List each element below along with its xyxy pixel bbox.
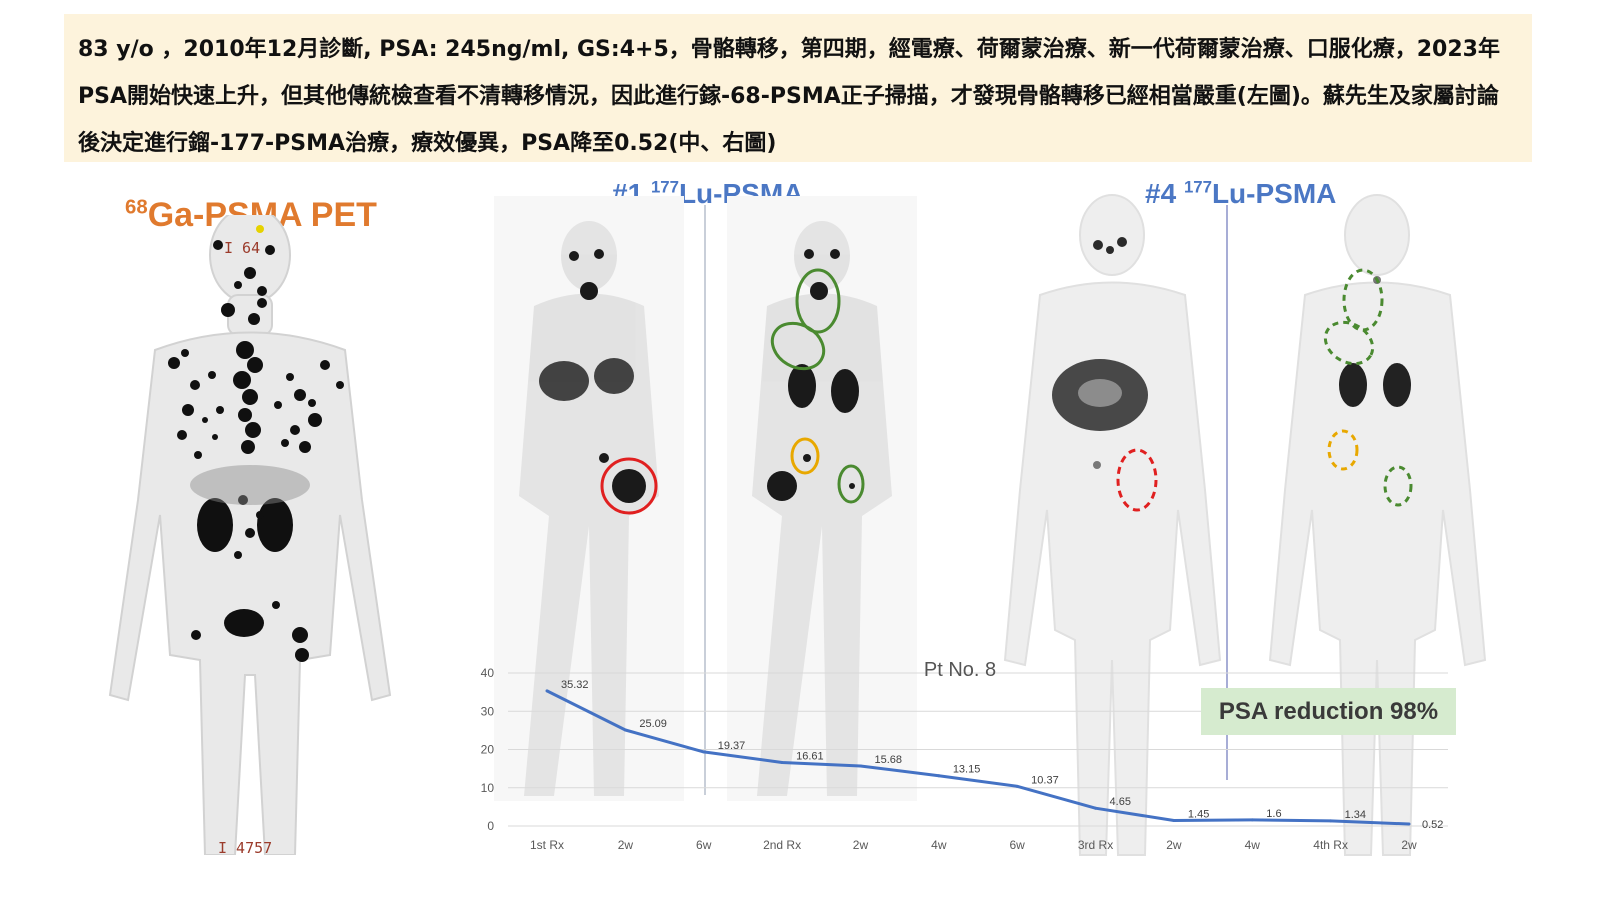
data-label: 16.61 xyxy=(796,750,824,762)
chart-title: Pt No. 8 xyxy=(924,659,996,681)
lu1-ant-red-circle xyxy=(600,457,658,515)
data-point xyxy=(1329,819,1333,823)
data-point xyxy=(1094,806,1098,810)
lu1-posterior-scan xyxy=(727,196,917,801)
x-tick-label: 2w xyxy=(1166,838,1182,852)
lu4-title-superscript: 177 xyxy=(1183,177,1212,197)
y-tick-label: 30 xyxy=(481,704,495,718)
y-tick-label: 20 xyxy=(481,743,495,757)
data-point xyxy=(937,774,941,778)
data-label: 4.65 xyxy=(1110,796,1131,808)
pet-scan-label-bottom: I 4757 xyxy=(218,839,272,855)
data-label: 1.6 xyxy=(1266,808,1281,820)
x-tick-label: 6w xyxy=(1010,838,1026,852)
lu1-post-yellow-circle xyxy=(790,437,820,475)
y-tick-label: 0 xyxy=(487,819,494,833)
y-tick-label: 10 xyxy=(481,781,495,795)
lu4-post-green-circle-1 xyxy=(1342,268,1384,332)
data-label: 1.34 xyxy=(1345,809,1366,821)
y-tick-label: 40 xyxy=(481,666,495,680)
pet-scan-label-top: I 64 xyxy=(224,239,260,257)
data-label: 13.15 xyxy=(953,764,981,776)
lu4-ant-red-circle xyxy=(1116,448,1158,512)
x-tick-label: 1st Rx xyxy=(530,838,564,852)
lu4-post-yellow-circle xyxy=(1327,429,1359,471)
data-label: 19.37 xyxy=(718,740,746,752)
data-label: 10.37 xyxy=(1031,774,1059,786)
lu4-title-label: Lu-PSMA xyxy=(1211,178,1337,209)
psa-data-points xyxy=(545,689,1411,826)
lu1-post-green-circle-2 xyxy=(770,321,826,371)
x-tick-label: 4w xyxy=(1245,838,1261,852)
lu4-post-green-circle-3 xyxy=(1383,465,1413,507)
data-point xyxy=(1015,784,1019,788)
lu4-title-prefix: #4 xyxy=(1145,178,1184,209)
lu4-posterior-scan xyxy=(1268,194,1487,856)
data-label: 25.09 xyxy=(639,718,667,730)
case-description: 83 y/o ，2010年12月診斷, PSA: 245ng/ml, GS:4+… xyxy=(78,37,1500,156)
x-tick-label: 3rd Rx xyxy=(1078,838,1113,852)
x-tick-label: 4th Rx xyxy=(1313,838,1348,852)
psa-line-chart: 0 10 20 30 40 1st Rx 2w 6w 2nd Rx 2w 4w 6w 3rd Rx 2w… xyxy=(481,659,1448,852)
chart-y-tick-labels: 0 10 20 30 40 xyxy=(481,666,495,833)
case-description-box: 83 y/o ，2010年12月診斷, PSA: 245ng/ml, GS:4+… xyxy=(64,14,1532,162)
lu-psma-cycle4-title: #4 177Lu-PSMA xyxy=(1145,178,1336,210)
x-tick-label: 2w xyxy=(853,838,869,852)
x-tick-label: 4w xyxy=(931,838,947,852)
x-tick-label: 6w xyxy=(696,838,712,852)
data-point xyxy=(858,764,862,768)
data-label: 15.68 xyxy=(874,754,902,766)
lu4-anterior-scan xyxy=(1003,194,1222,856)
data-point xyxy=(1250,818,1254,822)
x-tick-label: 2nd Rx xyxy=(763,838,801,852)
lu1-post-green-circle-1 xyxy=(795,268,841,334)
lu1-anterior-scan xyxy=(494,196,684,801)
lu1-post-green-circle-3 xyxy=(837,464,865,504)
psa-series-line xyxy=(546,689,1410,826)
pet-scan-image: I 64 I 4757 xyxy=(108,215,392,855)
pet-title-superscript: 68 xyxy=(125,196,148,219)
data-point xyxy=(780,760,784,764)
data-label: 0.52 xyxy=(1422,819,1443,831)
data-label: 35.32 xyxy=(561,679,589,691)
pet-lesions xyxy=(168,225,344,662)
data-point xyxy=(702,750,706,754)
psa-data-labels: 35.32 25.09 19.37 16.61 15.68 13.15 10.37 4.65 1… xyxy=(561,679,1443,831)
x-tick-label: 2w xyxy=(1401,838,1417,852)
lu1-title-superscript: 177 xyxy=(650,177,679,197)
lu4-post-green-circle-2 xyxy=(1323,320,1375,366)
lu1-divider xyxy=(704,205,706,795)
x-tick-label: 2w xyxy=(618,838,634,852)
lu4-divider xyxy=(1226,205,1228,780)
data-point xyxy=(1172,818,1176,822)
data-point xyxy=(623,728,627,732)
psa-reduction-badge: PSA reduction 98% xyxy=(1201,688,1456,735)
data-point xyxy=(545,689,549,693)
chart-x-tick-labels: 1st Rx 2w 6w 2nd Rx 2w 4w 6w 3rd Rx 2w 4w 4th Rx 2w xyxy=(530,838,1417,852)
data-point xyxy=(1407,822,1411,826)
chart-gridlines xyxy=(508,672,1448,827)
data-label: 1.45 xyxy=(1188,808,1209,820)
